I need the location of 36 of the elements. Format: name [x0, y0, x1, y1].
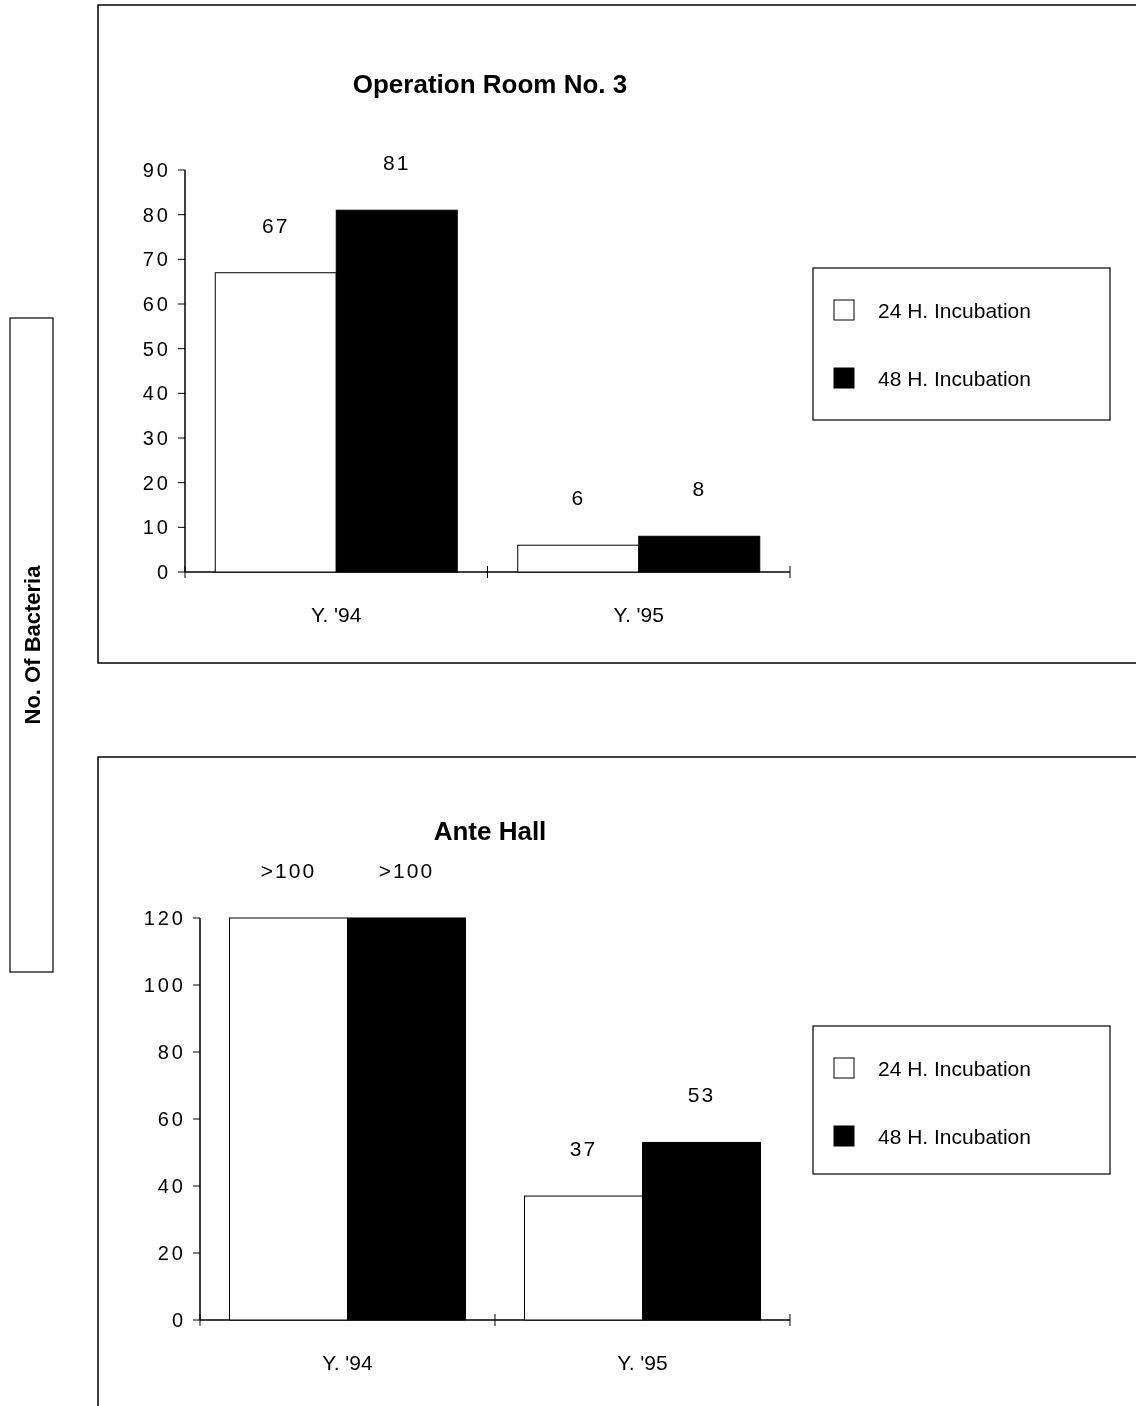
y-tick-label: 0: [156, 561, 171, 583]
y-tick-label: 80: [157, 1041, 186, 1063]
data-label: 53: [687, 1083, 716, 1107]
y-tick-label: 10: [142, 516, 171, 539]
data-label: 67: [262, 213, 290, 237]
legend-label: 48 H. Incubation: [878, 1125, 1031, 1149]
y-tick-label: 80: [142, 203, 171, 226]
legend-label: 24 H. Incubation: [878, 299, 1031, 323]
x-tick-label: Y. '95: [617, 1351, 668, 1374]
data-label: 8: [692, 477, 707, 501]
y-tick-label: 20: [142, 471, 171, 494]
x-tick-label: Y. '95: [613, 603, 664, 626]
y-tick-label: 100: [143, 974, 186, 996]
legend-label: 24 H. Incubation: [878, 1057, 1031, 1081]
y-axis-title: No. Of Bacteria: [20, 564, 45, 725]
chart-title: Ante Hall: [433, 816, 547, 846]
y-tick-label: 90: [142, 159, 171, 181]
y-tick-label: 60: [142, 293, 171, 315]
data-label: >100: [260, 859, 317, 882]
y-tick-label: 120: [143, 907, 186, 929]
x-tick-label: Y. '94: [322, 1351, 373, 1374]
chart-title: Operation Room No. 3: [352, 69, 628, 99]
legend-label: 48 H. Incubation: [878, 367, 1031, 391]
data-label: >100: [378, 859, 435, 882]
y-tick-label: 40: [157, 1175, 186, 1197]
y-tick-label: 20: [157, 1242, 186, 1264]
y-tick-label: 30: [142, 427, 171, 449]
x-tick-label: Y. '94: [311, 603, 362, 626]
data-label: 37: [569, 1137, 598, 1161]
y-tick-label: 50: [142, 337, 171, 360]
data-label: 81: [383, 151, 411, 175]
y-tick-label: 60: [157, 1108, 186, 1130]
y-tick-label: 0: [171, 1309, 186, 1331]
y-tick-label: 70: [142, 248, 171, 271]
y-tick-label: 40: [142, 382, 171, 405]
data-label: 6: [571, 486, 586, 510]
